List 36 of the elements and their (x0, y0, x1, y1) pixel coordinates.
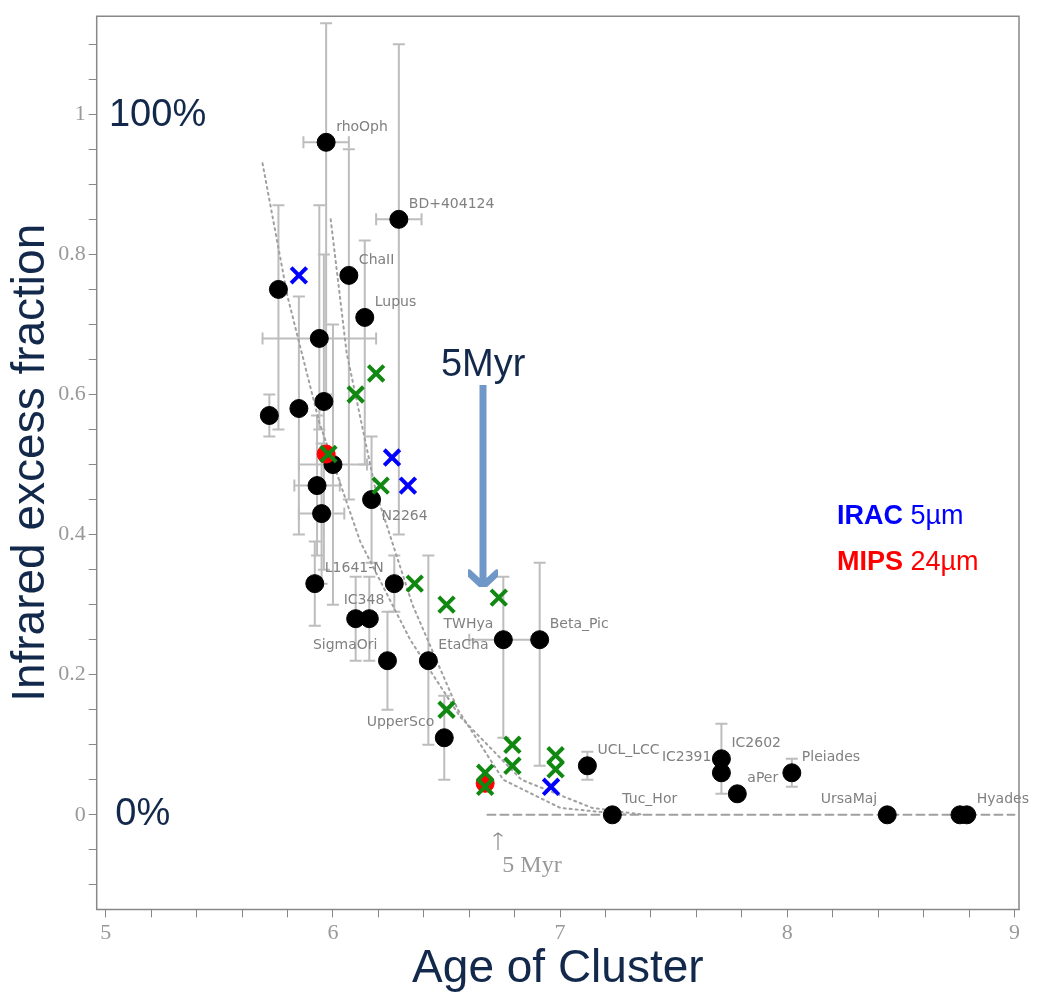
y-tick-label: 1 (74, 100, 86, 126)
annotation: SigmaOri (312, 636, 378, 653)
y-tick-label: 0.4 (58, 520, 86, 546)
text: MIPS 24µm (837, 545, 979, 576)
annotation: rhoOph (336, 117, 388, 134)
annotation: Beta_Pic (549, 615, 609, 632)
annotation: ChaII (358, 251, 395, 268)
y-tick-label: 0 (74, 800, 86, 826)
annotation: Pleiades (801, 748, 861, 765)
annotation: 5Myr (440, 341, 526, 384)
annotation: L1641-N (324, 559, 384, 576)
annotation: Lupus (374, 293, 417, 310)
x-tick-label: 9 (1008, 919, 1020, 945)
text: IRAC 5µm (837, 499, 964, 530)
x-tick-label: 6 (327, 919, 339, 945)
annotation: Tuc_Hor (621, 790, 678, 807)
y-axis-title: Infrared excess fraction (2, 223, 55, 702)
annotation: IC2602 (731, 734, 781, 751)
annotation: aPer (747, 769, 779, 786)
annotation: TWHya (442, 615, 494, 632)
y-tick-label: 0.8 (58, 240, 86, 266)
annotation: UpperSco (366, 713, 435, 730)
annotation: EtaCha (438, 636, 489, 653)
y-tick-label: 0.2 (58, 660, 86, 686)
annotation: UCL_LCC (597, 741, 660, 758)
annotation: IC2391 (661, 748, 712, 765)
y-tick-label: 0.6 (58, 380, 86, 406)
annotation: BD+404124 (408, 195, 495, 211)
annotation: 100% (108, 91, 207, 134)
annotation: UrsaMaj (820, 790, 878, 807)
x-tick-label: 8 (781, 919, 793, 945)
annotation: 5 Myr (502, 850, 562, 877)
annotation: N2264 (381, 507, 428, 524)
annotation: 0% (115, 791, 171, 834)
annotation: IC348 (343, 591, 385, 608)
x-tick-label: 5 (100, 919, 112, 945)
